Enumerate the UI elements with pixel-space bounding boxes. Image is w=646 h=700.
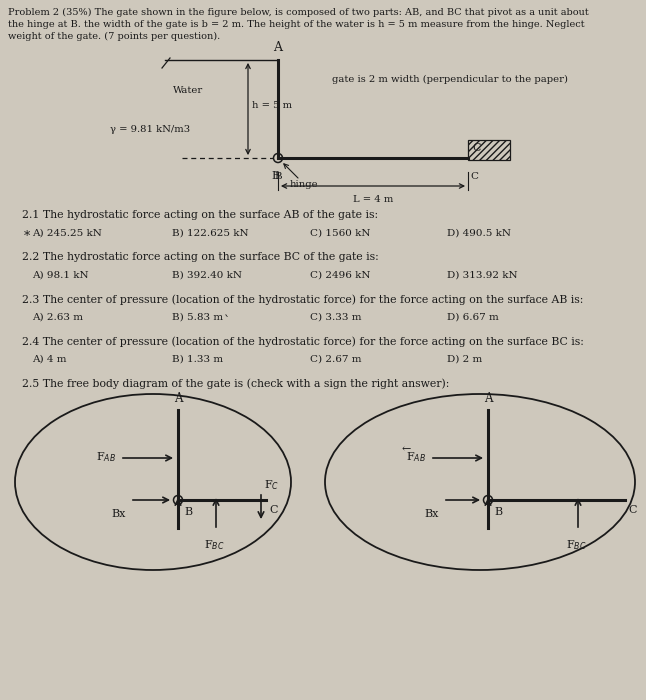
- Text: B) 122.625 kN: B) 122.625 kN: [172, 229, 249, 238]
- Text: A) 2.63 m: A) 2.63 m: [32, 313, 83, 322]
- Text: C) 2496 kN: C) 2496 kN: [310, 271, 371, 280]
- Text: weight of the gate. (7 points per question).: weight of the gate. (7 points per questi…: [8, 32, 220, 41]
- Text: F$_{AB}$: F$_{AB}$: [406, 450, 426, 464]
- Text: A) 98.1 kN: A) 98.1 kN: [32, 271, 89, 280]
- Text: F$_{BC}$: F$_{BC}$: [566, 538, 587, 552]
- Text: B: B: [274, 172, 282, 181]
- Text: *: *: [24, 230, 30, 243]
- Text: D) 490.5 kN: D) 490.5 kN: [447, 229, 511, 238]
- Text: gate is 2 m width (perpendicular to the paper): gate is 2 m width (perpendicular to the …: [332, 75, 568, 84]
- Text: ←: ←: [401, 444, 411, 454]
- Text: C: C: [628, 505, 636, 515]
- Text: D) 2 m: D) 2 m: [447, 355, 483, 364]
- Text: 2.5 The free body diagram of the gate is (check with a sign the right answer):: 2.5 The free body diagram of the gate is…: [22, 378, 450, 388]
- Text: 2.4 The center of pressure (location of the hydrostatic force) for the force act: 2.4 The center of pressure (location of …: [22, 336, 584, 346]
- Text: F$_{AB}$: F$_{AB}$: [96, 450, 116, 464]
- Text: h = 5 m: h = 5 m: [252, 101, 292, 109]
- Text: Bx: Bx: [424, 509, 439, 519]
- Text: C) 2.67 m: C) 2.67 m: [310, 355, 362, 364]
- Text: A: A: [273, 41, 282, 54]
- Text: C) 3.33 m: C) 3.33 m: [310, 313, 362, 322]
- Text: 2.1 The hydrostatic force acting on the surface AB of the gate is:: 2.1 The hydrostatic force acting on the …: [22, 210, 378, 220]
- Text: A) 4 m: A) 4 m: [32, 355, 67, 364]
- Text: 2.3 The center of pressure (location of the hydrostatic force) for the force act: 2.3 The center of pressure (location of …: [22, 294, 583, 304]
- Text: γ = 9.81 kN/m3: γ = 9.81 kN/m3: [110, 125, 190, 134]
- Text: B) 392.40 kN: B) 392.40 kN: [172, 271, 242, 280]
- Text: hinge: hinge: [290, 180, 318, 189]
- Text: A: A: [484, 392, 492, 405]
- Text: F$_{BC}$: F$_{BC}$: [203, 538, 224, 552]
- Text: 2.2 The hydrostatic force acting on the surface BC of the gate is:: 2.2 The hydrostatic force acting on the …: [22, 252, 379, 262]
- Text: D) 313.92 kN: D) 313.92 kN: [447, 271, 517, 280]
- Text: F$_C$: F$_C$: [264, 478, 279, 492]
- Text: B: B: [494, 507, 502, 517]
- Text: B: B: [271, 171, 279, 181]
- Text: B: B: [184, 507, 192, 517]
- Text: Problem 2 (35%) The gate shown in the figure below, is composed of two parts: AB: Problem 2 (35%) The gate shown in the fi…: [8, 8, 589, 17]
- Text: the hinge at B. the width of the gate is b = 2 m. The height of the water is h =: the hinge at B. the width of the gate is…: [8, 20, 585, 29]
- Text: B) 1.33 m: B) 1.33 m: [172, 355, 223, 364]
- Text: A) 245.25 kN: A) 245.25 kN: [32, 229, 102, 238]
- Text: L = 4 m: L = 4 m: [353, 195, 393, 204]
- Text: `: `: [224, 315, 230, 328]
- Text: D) 6.67 m: D) 6.67 m: [447, 313, 499, 322]
- Text: C: C: [470, 172, 478, 181]
- Text: C) 1560 kN: C) 1560 kN: [310, 229, 371, 238]
- Text: Water: Water: [173, 86, 203, 95]
- Text: A: A: [174, 392, 182, 405]
- Text: C: C: [472, 143, 481, 153]
- Text: Bx: Bx: [112, 509, 126, 519]
- Text: B) 5.83 m: B) 5.83 m: [172, 313, 223, 322]
- Text: C: C: [269, 505, 278, 515]
